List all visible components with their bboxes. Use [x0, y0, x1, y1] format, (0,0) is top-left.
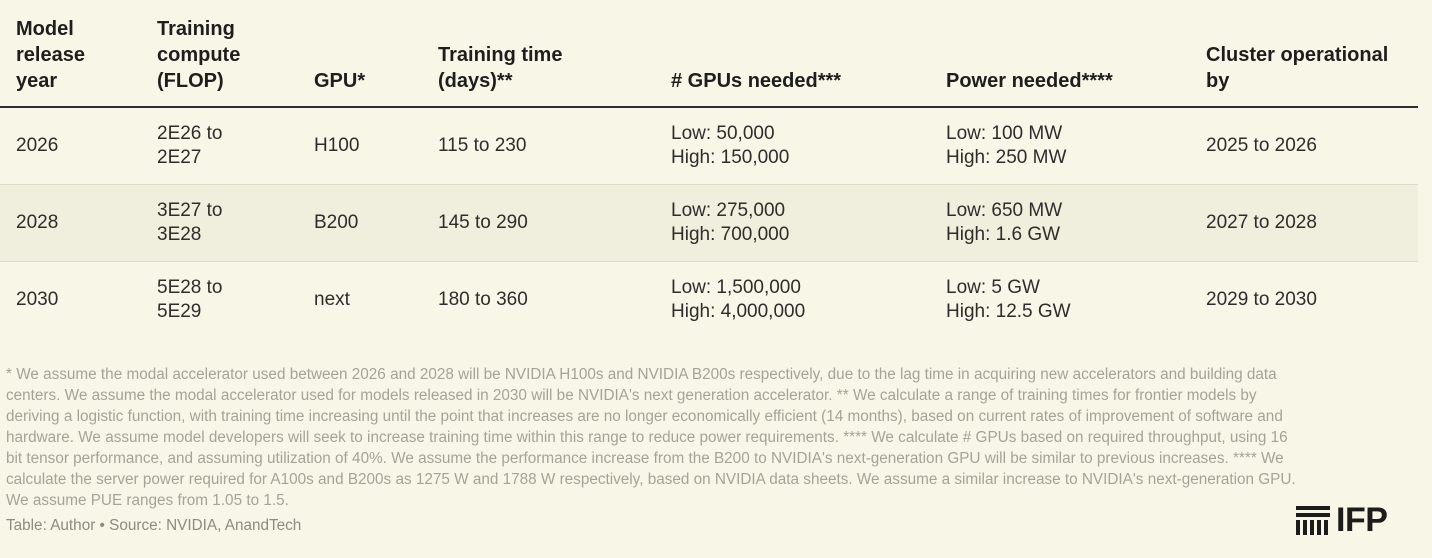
- cell-year: 2026: [16, 135, 59, 156]
- cell-cluster-operational: 2025 to 2026: [1206, 135, 1317, 156]
- header-cluster-operational: Cluster operational by: [1206, 44, 1389, 92]
- table-row: 2030 5E28 to 5E29 next 180 to 360 Low: 1…: [0, 262, 1418, 338]
- table-header-row: Model release year Training compute (FLO…: [0, 0, 1418, 108]
- cell-power-needed: Low: 5 GW High: 12.5 GW: [946, 277, 1071, 322]
- cell-cluster-operational: 2027 to 2028: [1206, 212, 1317, 233]
- ifp-stripes-icon: [1296, 506, 1330, 535]
- footnotes: * We assume the modal accelerator used b…: [6, 366, 1296, 509]
- cell-power-needed: Low: 100 MW High: 250 MW: [946, 123, 1067, 168]
- source-credit: Table: Author • Source: NVIDIA, AnandTec…: [6, 517, 302, 534]
- cell-gpus-needed: Low: 275,000 High: 700,000: [671, 200, 790, 245]
- cell-compute: 2E26 to 2E27: [157, 123, 223, 168]
- cell-gpus-needed: Low: 1,500,000 High: 4,000,000: [671, 277, 806, 322]
- logo-text: IFP: [1336, 501, 1388, 539]
- header-model-release-year: Model release year: [16, 18, 85, 92]
- cell-year: 2028: [16, 212, 59, 233]
- header-gpu: GPU*: [314, 70, 366, 92]
- header-gpus-needed: # GPUs needed***: [671, 70, 842, 92]
- cell-power-needed: Low: 650 MW High: 1.6 GW: [946, 200, 1063, 245]
- ifp-logo: IFP: [1296, 503, 1418, 537]
- header-training-compute: Training compute (FLOP): [157, 18, 241, 92]
- cell-gpu: H100: [314, 135, 360, 156]
- cell-training-time: 115 to 230: [438, 135, 527, 156]
- cell-gpus-needed: Low: 50,000 High: 150,000: [671, 123, 790, 168]
- cell-gpu: next: [314, 289, 350, 310]
- cell-compute: 5E28 to 5E29: [157, 277, 223, 322]
- cell-training-time: 145 to 290: [438, 212, 528, 233]
- cell-gpu: B200: [314, 212, 359, 233]
- header-power-needed: Power needed****: [946, 70, 1113, 92]
- data-table: Model release year Training compute (FLO…: [0, 0, 1418, 338]
- header-training-time: Training time (days)**: [438, 44, 563, 92]
- cell-cluster-operational: 2029 to 2030: [1206, 289, 1317, 310]
- cell-compute: 3E27 to 3E28: [157, 200, 223, 245]
- cell-training-time: 180 to 360: [438, 289, 528, 310]
- table-row: 2026 2E26 to 2E27 H100 115 to 230 Low: 5…: [0, 108, 1418, 185]
- cell-year: 2030: [16, 289, 59, 310]
- table-row: 2028 3E27 to 3E28 B200 145 to 290 Low: 2…: [0, 185, 1418, 262]
